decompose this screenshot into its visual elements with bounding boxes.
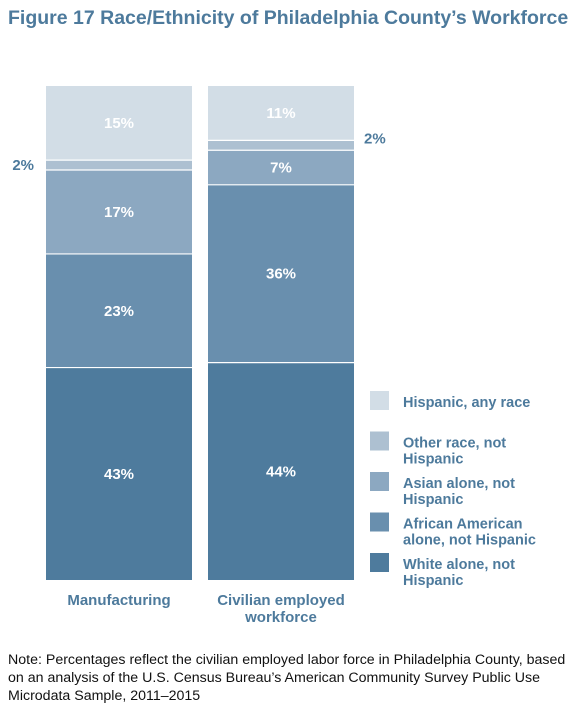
bar-segment [46, 253, 192, 368]
data-label-outside: 2% [12, 157, 34, 174]
bar-segment [46, 86, 192, 161]
bar-segment [208, 86, 354, 141]
legend-swatch [370, 472, 389, 491]
bar-segment [208, 184, 354, 363]
legend-swatch [370, 431, 389, 451]
data-label: 11% [266, 105, 295, 122]
bar-segment [208, 150, 354, 185]
legend-label: Asian alone, not Hispanic [403, 476, 515, 508]
legend-label: White alone, not Hispanic [403, 557, 515, 589]
stacked-bar-chart: 43% 23% 17% 2% 15% Manufacturing 44% 36% 7% 2% 11%… [12, 86, 536, 626]
data-label: 44% [266, 463, 296, 480]
legend-label: African American alone, not Hispanic [403, 517, 536, 549]
data-label: 36% [266, 266, 296, 283]
data-label: 23% [104, 303, 134, 320]
data-label: 15% [104, 115, 134, 132]
legend-swatch [370, 391, 389, 410]
legend-swatch [370, 512, 389, 532]
bar-segment [46, 367, 192, 580]
data-label: 17% [104, 204, 134, 221]
legend-swatch [370, 553, 389, 572]
bar-segment [46, 169, 192, 254]
data-label: 7% [270, 160, 292, 177]
bar-segment [208, 362, 354, 580]
chart-note: Note: Percentages reflect the civilian e… [8, 652, 566, 704]
legend-label: Hispanic, any race [403, 395, 530, 411]
category-label: Manufacturing [67, 592, 170, 609]
bar-segment [46, 160, 192, 170]
category-label: Civilian employed workforce [217, 592, 345, 626]
legend-label: Other race, not Hispanic [403, 436, 506, 468]
chart-title: Figure 17 Race/Ethnicity of Philadelphia… [8, 7, 569, 29]
bar-segment [208, 140, 354, 151]
data-label-outside: 2% [364, 130, 386, 147]
data-label: 43% [104, 466, 134, 483]
